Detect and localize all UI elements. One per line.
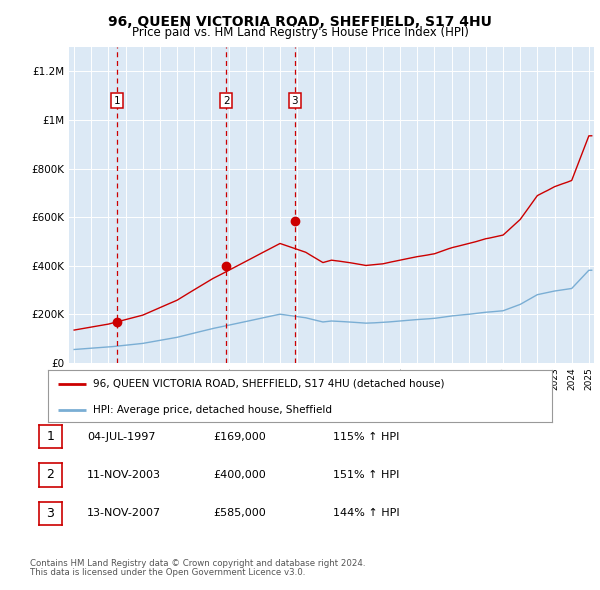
Text: 96, QUEEN VICTORIA ROAD, SHEFFIELD, S17 4HU: 96, QUEEN VICTORIA ROAD, SHEFFIELD, S17 … [108,15,492,29]
Text: Contains HM Land Registry data © Crown copyright and database right 2024.: Contains HM Land Registry data © Crown c… [30,559,365,568]
Text: 3: 3 [46,507,55,520]
Text: 04-JUL-1997: 04-JUL-1997 [87,432,155,441]
Text: 1: 1 [114,96,121,106]
Text: 115% ↑ HPI: 115% ↑ HPI [333,432,400,441]
Text: 13-NOV-2007: 13-NOV-2007 [87,509,161,518]
Text: 2: 2 [223,96,230,106]
Text: HPI: Average price, detached house, Sheffield: HPI: Average price, detached house, Shef… [94,405,332,415]
Text: 96, QUEEN VICTORIA ROAD, SHEFFIELD, S17 4HU (detached house): 96, QUEEN VICTORIA ROAD, SHEFFIELD, S17 … [94,379,445,389]
Text: 11-NOV-2003: 11-NOV-2003 [87,470,161,480]
Text: 151% ↑ HPI: 151% ↑ HPI [333,470,400,480]
Text: £400,000: £400,000 [213,470,266,480]
Text: 144% ↑ HPI: 144% ↑ HPI [333,509,400,518]
Text: 3: 3 [292,96,298,106]
Text: £585,000: £585,000 [213,509,266,518]
Text: 1: 1 [46,430,55,443]
Text: This data is licensed under the Open Government Licence v3.0.: This data is licensed under the Open Gov… [30,568,305,577]
Text: 2: 2 [46,468,55,481]
Text: £169,000: £169,000 [213,432,266,441]
Text: Price paid vs. HM Land Registry's House Price Index (HPI): Price paid vs. HM Land Registry's House … [131,26,469,39]
